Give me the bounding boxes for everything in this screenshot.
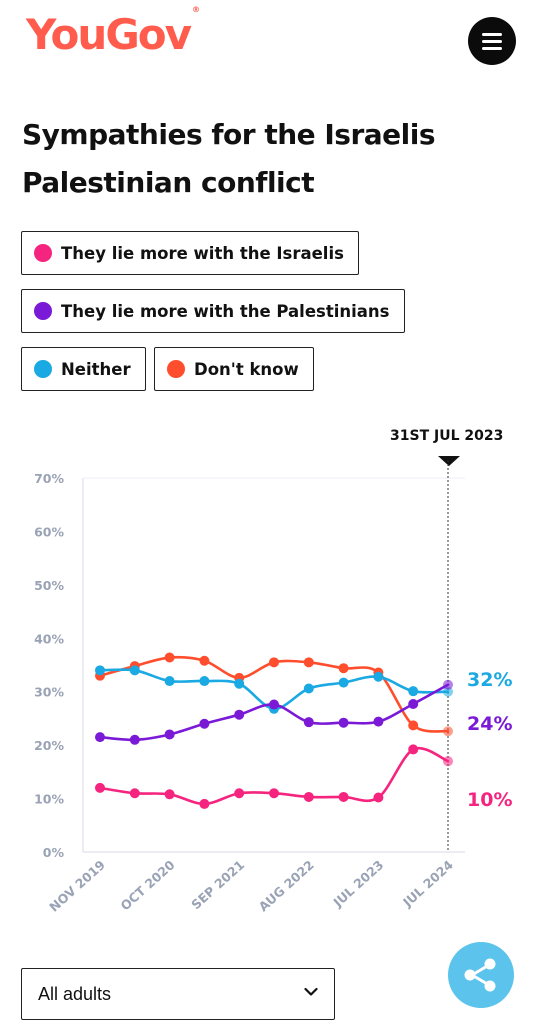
audience-filter-select[interactable]: All adults (21, 968, 335, 1020)
data-point-neither (164, 676, 175, 687)
filter-selected-value: All adults (38, 983, 112, 1004)
data-point-neither (338, 677, 349, 688)
hamburger-menu-icon[interactable] (468, 17, 516, 65)
y-tick-label: 0% (43, 845, 65, 860)
data-point-they-lie-more-with-the-palestinians (373, 716, 384, 727)
data-point-neither (373, 671, 384, 682)
series-line-don-t-know (98, 655, 450, 733)
legend-label: They lie more with the Palestinians (61, 301, 390, 321)
chevron-down-icon (304, 987, 318, 996)
date-marker-triangle-icon[interactable] (438, 456, 460, 466)
series-end-label: 10% (467, 789, 512, 811)
share-icon (464, 958, 496, 992)
data-point-they-lie-more-with-the-palestinians (408, 699, 419, 710)
data-point-they-lie-more-with-the-palestinians (234, 709, 245, 720)
data-point-don-t-know (269, 657, 279, 668)
legend-item-israelis[interactable]: They lie more with the Israelis (21, 231, 359, 275)
yougov-logo[interactable]: YouGov® (26, 5, 201, 59)
legend-label: Don't know (194, 359, 299, 379)
data-point-they-lie-more-with-the-israelis (199, 798, 210, 809)
data-point-they-lie-more-with-the-israelis (443, 756, 453, 767)
line-chart: 0% 10% 20% 30% 40% 50% 60% 70% NOV 2019 OCT 2020 S… (34, 460, 512, 915)
legend-dot-icon (34, 244, 52, 262)
x-tick-label: JUL 2023 (330, 857, 387, 910)
x-tick-label: OCT 2020 (117, 857, 177, 913)
series-end-label: 24% (467, 713, 512, 735)
data-point-neither (408, 686, 419, 697)
data-point-they-lie-more-with-the-palestinians (269, 699, 279, 710)
data-point-don-t-know (164, 652, 175, 663)
y-tick-label: 70% (34, 471, 64, 486)
y-tick-label: 30% (34, 685, 64, 700)
data-point-they-lie-more-with-the-israelis (129, 788, 140, 799)
x-tick-label: JUL 2024 (399, 857, 456, 910)
legend-item-neither[interactable]: Neither (21, 347, 146, 391)
data-point-they-lie-more-with-the-palestinians (164, 729, 175, 740)
series-end-label: 32% (467, 669, 512, 691)
legend-dot-icon (167, 360, 185, 378)
y-tick-label: 40% (34, 631, 64, 646)
data-point-neither (303, 683, 314, 694)
data-point-don-t-know (199, 655, 210, 666)
data-point-they-lie-more-with-the-palestinians (303, 717, 314, 728)
legend-item-dont-know[interactable]: Don't know (154, 347, 314, 391)
data-point-don-t-know (303, 657, 314, 668)
data-point-they-lie-more-with-the-palestinians (129, 734, 140, 745)
share-button[interactable] (448, 942, 514, 1008)
data-point-neither (129, 665, 140, 676)
x-tick-label: NOV 2019 (46, 857, 108, 915)
data-point-they-lie-more-with-the-palestinians (443, 679, 453, 690)
data-point-they-lie-more-with-the-israelis (164, 789, 175, 800)
data-point-they-lie-more-with-the-palestinians (338, 717, 349, 728)
data-point-they-lie-more-with-the-israelis (303, 791, 314, 802)
legend-dot-icon (34, 360, 52, 378)
data-point-neither (443, 686, 453, 697)
y-tick-label: 20% (34, 738, 64, 753)
data-point-don-t-know (408, 720, 419, 731)
data-point-they-lie-more-with-the-israelis (373, 792, 384, 803)
legend-label: They lie more with the Israelis (61, 243, 344, 263)
data-point-don-t-know (443, 726, 453, 737)
data-point-they-lie-more-with-the-israelis (338, 791, 349, 802)
data-point-they-lie-more-with-the-israelis (95, 782, 105, 793)
data-point-they-lie-more-with-the-israelis (269, 788, 279, 799)
data-point-neither (199, 676, 210, 687)
y-tick-label: 50% (34, 578, 64, 593)
data-point-they-lie-more-with-the-palestinians (95, 732, 105, 743)
y-tick-label: 60% (34, 524, 64, 539)
legend-label: Neither (61, 359, 131, 379)
x-tick-label: SEP 2021 (188, 857, 247, 912)
data-point-don-t-know (338, 663, 349, 674)
data-point-neither (234, 678, 245, 689)
data-point-neither (95, 665, 105, 676)
hover-date-label: 31ST JUL 2023 (390, 428, 504, 444)
x-tick-label: AUG 2022 (256, 857, 317, 914)
page-title: Sympathies for the Israelis Palestinian … (22, 118, 436, 199)
legend-dot-icon (34, 302, 52, 320)
legend-item-palestinians[interactable]: They lie more with the Palestinians (21, 289, 405, 333)
y-tick-label: 10% (34, 792, 64, 807)
data-point-they-lie-more-with-the-israelis (408, 744, 419, 755)
data-point-they-lie-more-with-the-palestinians (199, 718, 210, 729)
data-point-they-lie-more-with-the-israelis (234, 788, 245, 799)
